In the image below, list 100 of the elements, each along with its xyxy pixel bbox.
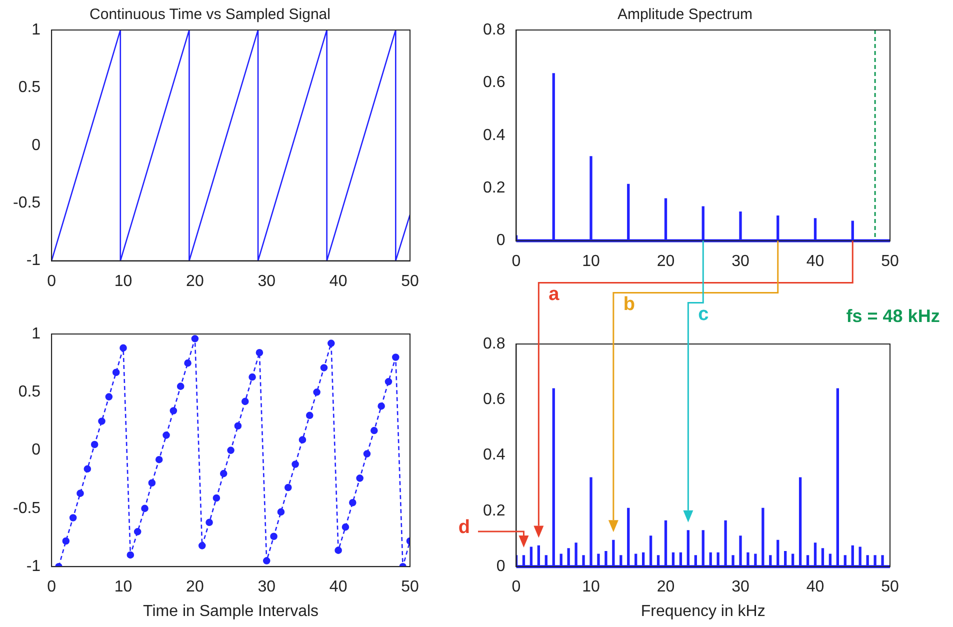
y-tick-label: 0.4: [482, 446, 506, 464]
point: [384, 378, 392, 386]
x-tick-label: 20: [656, 578, 675, 596]
x-tick-label: 20: [186, 578, 204, 596]
point: [155, 456, 163, 464]
point: [191, 335, 199, 342]
y-tick-label: 0.8: [482, 335, 506, 352]
y-tick-label: -1: [26, 252, 41, 270]
point: [69, 514, 77, 522]
x-tick-label: 0: [512, 578, 521, 596]
x-tick-label: 10: [582, 578, 600, 596]
y-tick-label: 1: [32, 325, 41, 342]
point: [112, 368, 120, 376]
point: [363, 450, 371, 458]
point: [313, 388, 320, 396]
point: [370, 426, 378, 434]
x-tick-label: 30: [258, 272, 276, 290]
y-tick-label: -0.5: [12, 194, 41, 212]
y-tick-label: 0.5: [18, 384, 41, 401]
x-tick-label: 10: [114, 578, 132, 596]
y-tick-label: 0.8: [482, 21, 506, 38]
point: [176, 382, 184, 390]
point: [256, 348, 264, 356]
point: [349, 498, 356, 506]
x-axis-title: Time in Sample Intervals: [143, 602, 319, 620]
y-tick-label: 0: [496, 558, 506, 576]
point: [141, 504, 148, 512]
point: [162, 432, 170, 439]
x-tick-label: 0: [47, 272, 56, 290]
point: [248, 373, 256, 381]
y-tick-label: 0.6: [482, 74, 506, 92]
x-tick-label: 50: [401, 272, 419, 290]
text: a: [548, 284, 560, 305]
point: [241, 398, 249, 406]
chart-title: Continuous Time vs Sampled Signal: [90, 6, 330, 24]
point: [270, 532, 278, 540]
point: [184, 359, 192, 367]
x-tick-label: 10: [114, 272, 132, 290]
x-tick-label: 50: [401, 578, 419, 596]
point: [76, 490, 84, 497]
ref-line-label: fs = 48 kHz: [846, 306, 940, 326]
y-tick-label: -0.5: [12, 500, 41, 517]
point: [98, 418, 106, 425]
point: [84, 465, 92, 473]
x-tick-label: 40: [329, 272, 348, 290]
y-tick-label: 0.2: [482, 180, 506, 197]
point: [356, 474, 364, 482]
point: [234, 422, 242, 430]
point: [378, 402, 385, 410]
point: [212, 494, 220, 502]
point: [277, 508, 285, 516]
point: [327, 340, 335, 347]
point: [105, 393, 113, 400]
point: [342, 523, 350, 531]
y-tick-label: 0.6: [482, 391, 506, 408]
x-tick-label: 30: [258, 578, 276, 596]
point: [284, 484, 292, 492]
point: [220, 470, 228, 478]
point: [292, 460, 299, 468]
point: [320, 364, 328, 372]
point: [126, 551, 134, 559]
x-tick-label: 40: [329, 578, 348, 596]
point: [262, 557, 270, 564]
point: [227, 446, 234, 454]
point: [206, 518, 213, 526]
x-tick-label: 50: [881, 252, 899, 270]
x-tick-label: 30: [732, 578, 750, 596]
text: b: [623, 294, 636, 315]
x-tick-label: 30: [732, 252, 750, 270]
text: d: [457, 517, 470, 538]
point: [134, 528, 142, 536]
y-tick-label: 0: [32, 136, 41, 154]
chart-title: Amplitude Spectrum: [617, 6, 753, 24]
point: [198, 542, 206, 550]
point: [392, 354, 400, 361]
y-tick-label: 1: [32, 21, 41, 38]
x-tick-label: 40: [806, 252, 824, 270]
y-tick-label: 0.2: [482, 502, 506, 520]
point: [306, 412, 314, 420]
x-axis-title: Frequency in kHz: [640, 602, 766, 620]
y-tick-label: 0: [496, 232, 506, 250]
x-tick-label: 20: [656, 252, 675, 270]
point: [148, 479, 156, 487]
point: [90, 440, 98, 448]
x-tick-label: 20: [186, 272, 204, 290]
point: [62, 537, 70, 545]
point: [120, 344, 127, 352]
y-tick-label: 0.4: [482, 126, 506, 144]
y-tick-label: 0: [32, 442, 41, 459]
y-tick-label: 0.5: [18, 79, 41, 96]
y-tick-label: -1: [26, 558, 41, 576]
x-tick-label: 0: [47, 578, 56, 596]
point: [334, 546, 342, 554]
x-tick-label: 40: [806, 578, 824, 596]
point: [170, 407, 178, 414]
text: c: [698, 304, 709, 325]
point: [298, 436, 306, 444]
x-tick-label: 10: [582, 252, 600, 270]
x-tick-label: 0: [512, 252, 521, 270]
x-tick-label: 50: [881, 578, 899, 596]
